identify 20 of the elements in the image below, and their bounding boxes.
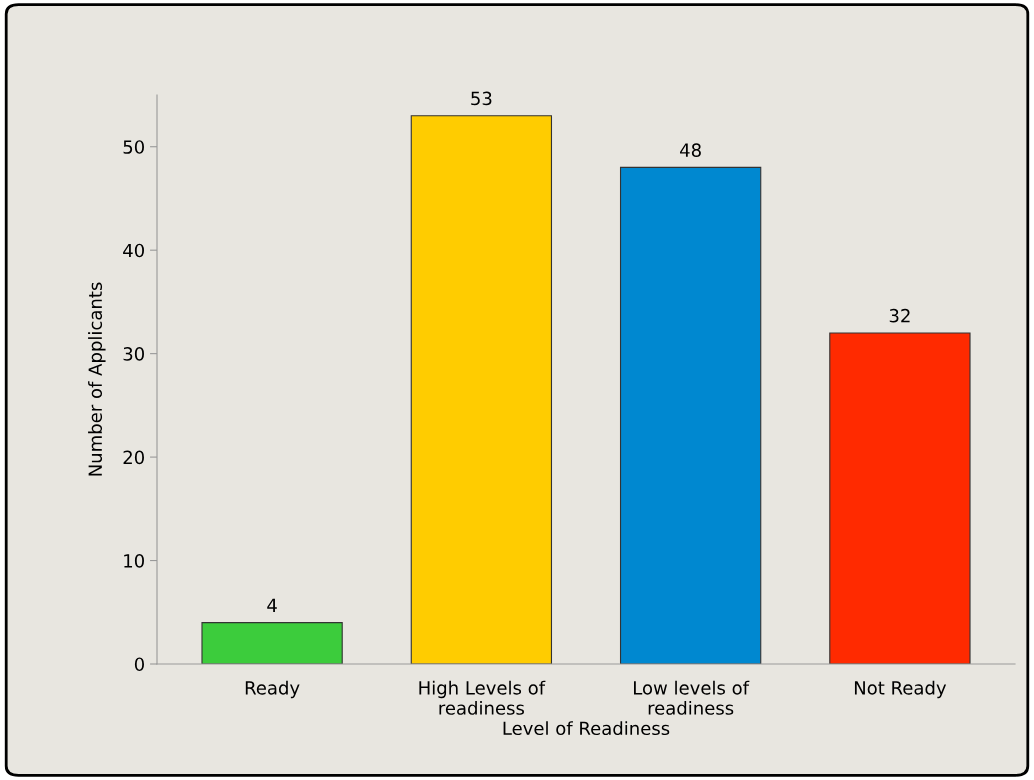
y-tick-label: 40 (123, 243, 144, 258)
x-tick-label: Not Ready (854, 680, 947, 699)
x-axis-title: Level of Readiness (503, 721, 670, 736)
data-label: 4 (267, 598, 277, 612)
y-tick-label: 0 (134, 657, 144, 672)
y-tick-label: 10 (124, 554, 144, 568)
data-label: 32 (889, 308, 910, 323)
y-axis-title: Number of Applicants (88, 282, 106, 476)
bar (619, 166, 762, 664)
bar (410, 115, 553, 664)
y-tick-label: 20 (123, 450, 144, 465)
x-tick-label: High Levels of readiness (419, 680, 546, 715)
x-tick-label: Ready (245, 680, 300, 699)
x-tick-label: Low levels of readiness (634, 680, 750, 715)
y-tick-label: 50 (123, 140, 144, 154)
data-label: 53 (471, 91, 492, 106)
bar (829, 332, 971, 664)
y-tick-label: 30 (123, 347, 144, 361)
bar (201, 622, 343, 664)
data-label: 48 (680, 143, 701, 157)
